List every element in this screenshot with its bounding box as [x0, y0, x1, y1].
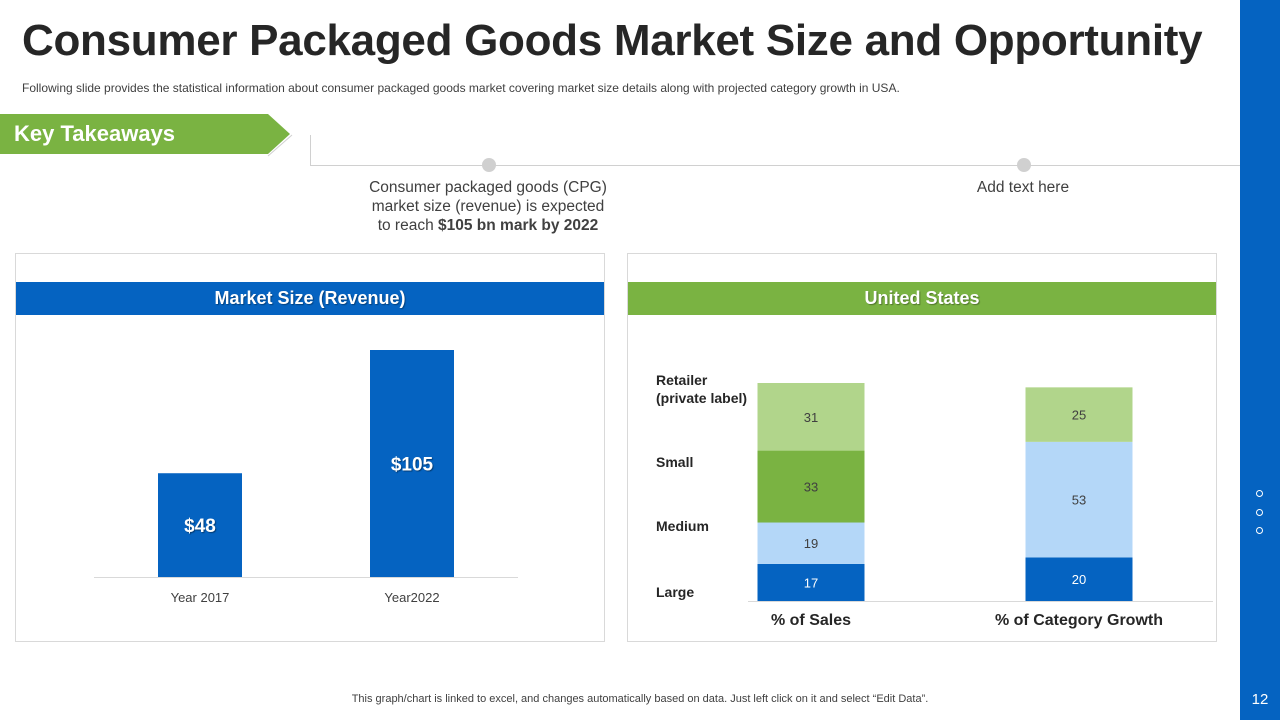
- bar-2: [370, 350, 454, 577]
- market-size-panel: Market Size (Revenue) $48 Year 2017 $105 Ye…: [15, 253, 605, 642]
- series-label-4: Medium: [656, 518, 709, 534]
- united-states-header: United States: [628, 282, 1216, 315]
- stack-segment-1-1: [757, 563, 865, 601]
- segment-label-2-4: 25: [1072, 408, 1086, 423]
- series-label-3: Small: [656, 454, 693, 470]
- market-size-chart: $48 Year 2017 $105 Year2022: [94, 350, 518, 605]
- segment-label-1-4: 31: [804, 410, 818, 425]
- takeaway-point-1-line3-prefix: to reach: [377, 217, 439, 234]
- segment-label-1-2: 19: [804, 536, 818, 551]
- key-takeaways-banner: [0, 114, 293, 157]
- segment-label-2-1: 20: [1072, 572, 1086, 587]
- stack-segment-2-2: [1025, 441, 1133, 558]
- timeline-dot-1: [482, 158, 496, 172]
- united-states-panel: United States 17 19 33 31 % of Sales 20 53 25 % …: [627, 253, 1217, 642]
- banner-shape: [0, 114, 290, 154]
- nav-dot-2[interactable]: [1256, 509, 1263, 516]
- x-tick-label-1: Year 2017: [171, 590, 230, 605]
- segment-label-1-1: 17: [804, 575, 818, 590]
- series-label-5: Large: [656, 584, 694, 600]
- page-number: 12: [1251, 691, 1269, 708]
- footer-note: This graph/chart is linked to excel, and…: [351, 693, 929, 705]
- timeline-dot-2: [1017, 158, 1031, 172]
- x-tick-label-1: % of Sales: [771, 612, 851, 629]
- slide-title: Consumer Packaged Goods Market Size and …: [22, 16, 1203, 65]
- timeline-line: [310, 165, 1240, 166]
- stack-segment-1-4: [757, 383, 865, 451]
- nav-dot-1[interactable]: [1256, 490, 1263, 497]
- takeaway-point-1-line2: market size (revenue) is expected: [371, 198, 605, 215]
- market-size-header: Market Size (Revenue): [16, 282, 604, 315]
- takeaway-point-1-line3: to reach $105 bn mark by 2022: [340, 216, 636, 235]
- segment-label-1-3: 33: [804, 480, 818, 495]
- stack-segment-2-1: [1025, 557, 1133, 601]
- x-tick-label-2: Year2022: [384, 590, 439, 605]
- series-label-2: (private label): [656, 390, 747, 406]
- nav-dot-3[interactable]: [1256, 527, 1263, 534]
- takeaway-point-1-line1: Consumer packaged goods (CPG): [369, 179, 607, 196]
- stack-segment-1-2: [757, 522, 865, 564]
- right-accent-bar: [1240, 0, 1280, 720]
- stack-segment-1-3: [757, 450, 865, 523]
- takeaway-point-1-highlight: $105 bn mark by 2022: [438, 217, 599, 234]
- united-states-chart: 17 19 33 31 % of Sales 20 53 25 % of Category Gr…: [656, 372, 1213, 629]
- timeline-connector: [310, 135, 311, 165]
- bar-1: [158, 473, 242, 577]
- key-takeaways-label: Key Takeaways: [14, 121, 176, 146]
- slide-subtitle: Following slide provides the statistical…: [22, 81, 900, 95]
- banner-shadow-line: [267, 134, 293, 157]
- stack-segment-2-4: [1025, 387, 1133, 442]
- series-label-1: Retailer: [656, 372, 708, 388]
- x-tick-label-2: % of Category Growth: [995, 612, 1163, 629]
- bar-data-label-2: $105: [391, 455, 434, 476]
- bar-data-label-1: $48: [184, 516, 216, 537]
- takeaway-point-1: Consumer packaged goods (CPG) market siz…: [340, 178, 636, 235]
- takeaway-point-2: Add text here: [976, 179, 1070, 196]
- segment-label-2-2: 53: [1072, 493, 1086, 508]
